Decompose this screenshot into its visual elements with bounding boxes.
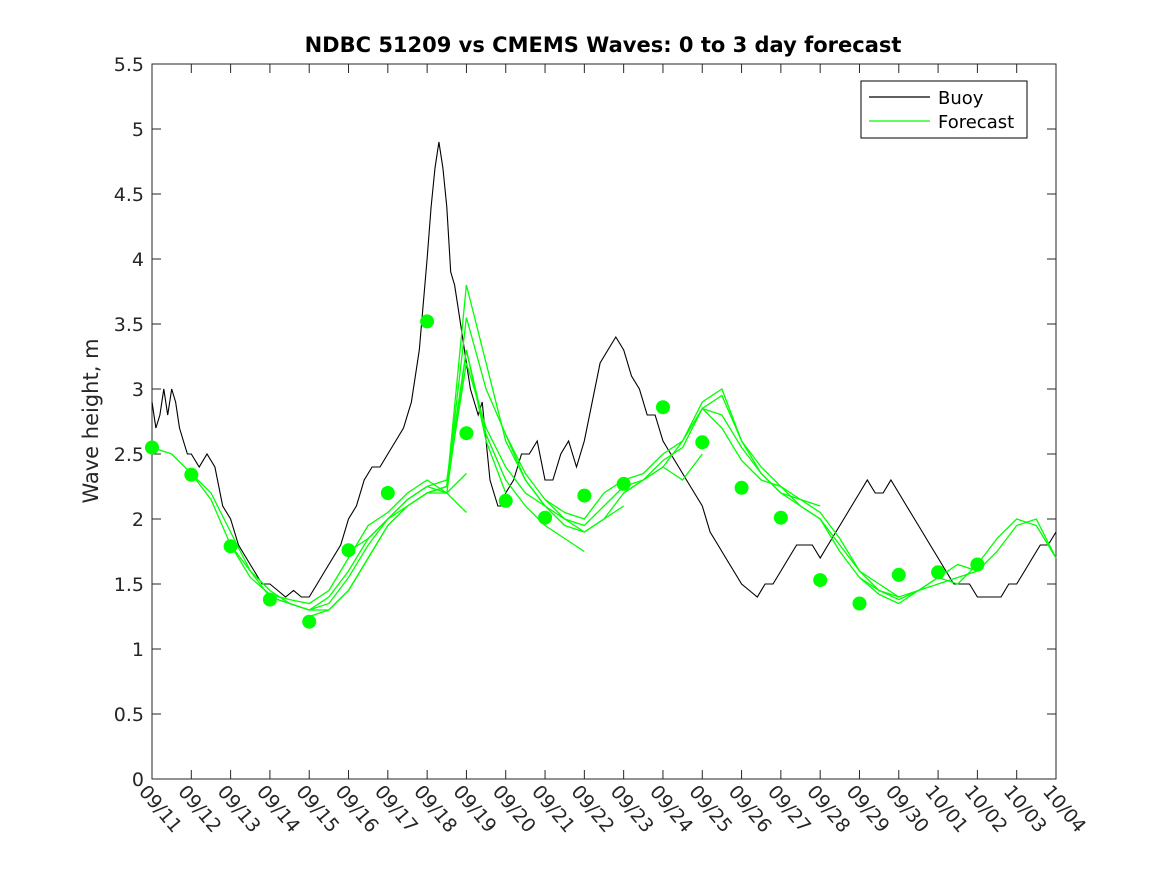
forecast-initial-point xyxy=(223,539,238,554)
legend-forecast-label: Forecast xyxy=(938,112,1014,133)
forecast-initial-point xyxy=(734,480,749,495)
forecast-initial-point xyxy=(813,573,828,588)
y-tick-label: 1.5 xyxy=(114,574,144,596)
forecast-line xyxy=(702,407,978,598)
forecast-initial-point xyxy=(459,426,474,441)
y-tick-label: 5 xyxy=(132,119,144,141)
y-tick-label: 3 xyxy=(132,379,144,401)
forecast-initial-point xyxy=(420,314,435,329)
y-tick-label: 1 xyxy=(132,639,144,661)
forecast-initial-point xyxy=(184,467,199,482)
forecast-initial-point xyxy=(145,440,159,455)
legend-buoy-label: Buoy xyxy=(938,88,984,109)
legend-box xyxy=(860,80,1028,139)
forecast-initial-point xyxy=(852,596,867,611)
forecast-initial-point xyxy=(302,614,317,629)
y-axis-label: Wave height, m xyxy=(79,338,103,503)
y-tick-label: 0.5 xyxy=(114,704,144,726)
forecast-line xyxy=(859,518,1057,601)
buoy-line xyxy=(151,141,1057,598)
chart-title: NDBC 51209 vs CMEMS Waves: 0 to 3 day fo… xyxy=(305,33,902,57)
y-tick-label: 2 xyxy=(132,509,144,531)
forecast-initial-point xyxy=(970,557,985,572)
forecast-initial-point xyxy=(891,567,906,582)
y-tick-label: 4.5 xyxy=(114,184,144,206)
y-tick-label: 0 xyxy=(132,769,144,791)
forecast-line xyxy=(348,284,625,553)
y-tick-label: 2.5 xyxy=(114,444,144,466)
axes-box xyxy=(151,63,1057,780)
forecast-initial-point xyxy=(538,510,553,525)
forecast-initial-point xyxy=(695,435,710,450)
forecast-initial-point xyxy=(655,400,670,415)
y-tick-label: 3.5 xyxy=(114,314,144,336)
forecast-initial-point xyxy=(577,488,592,503)
forecast-initial-point xyxy=(262,592,277,607)
y-tick-label: 5.5 xyxy=(114,54,144,76)
y-tick-label: 4 xyxy=(132,249,144,271)
legend: Buoy Forecast xyxy=(860,80,1028,139)
forecast-initial-point xyxy=(931,565,946,580)
forecast-line xyxy=(151,446,467,605)
forecast-initial-point xyxy=(773,510,788,525)
forecast-initial-point xyxy=(341,543,356,558)
forecast-initial-point xyxy=(380,486,395,500)
forecast-initial-point xyxy=(616,476,631,491)
forecast-initial-point xyxy=(498,493,513,508)
